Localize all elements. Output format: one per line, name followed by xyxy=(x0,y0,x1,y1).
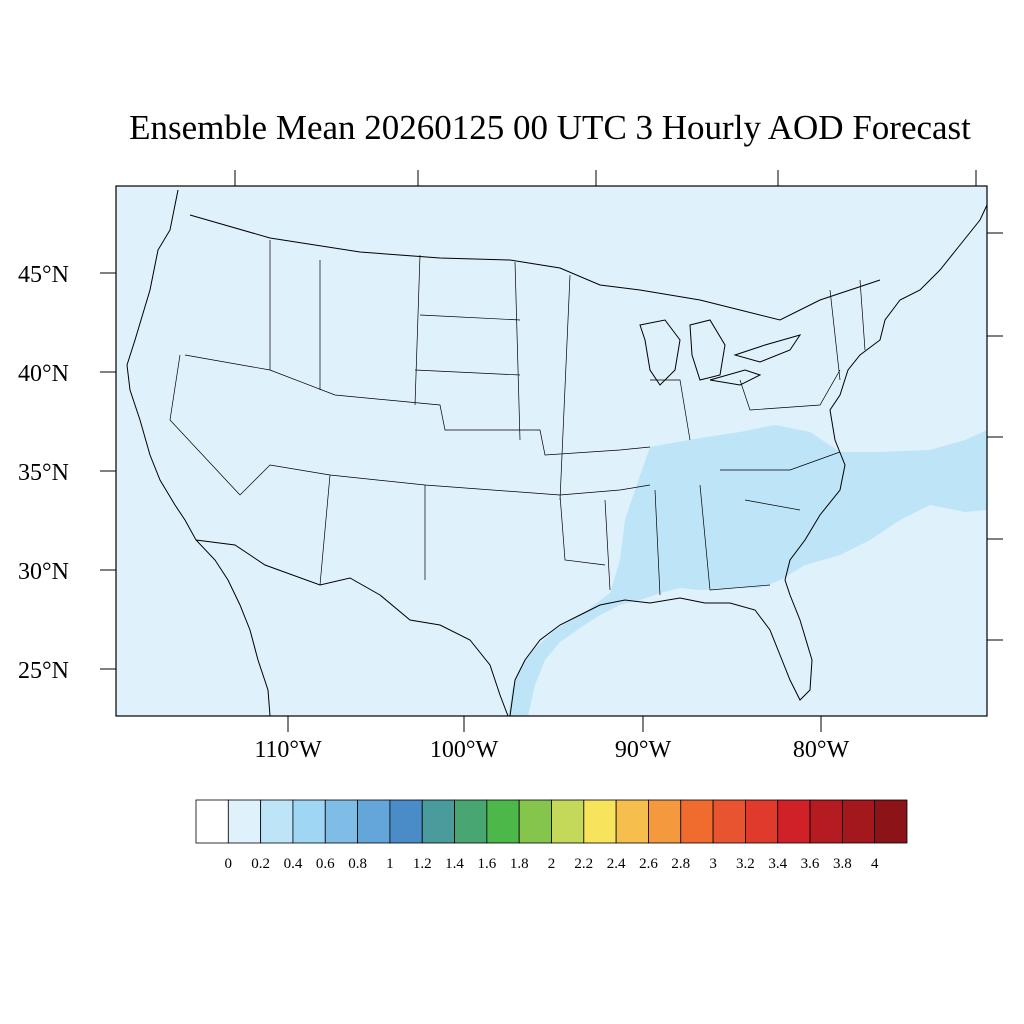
political-boundaries xyxy=(126,189,988,717)
coastline-west xyxy=(126,189,271,717)
colorbar-label-0: 0 xyxy=(224,856,233,872)
colorbar-swatch-8 xyxy=(454,799,488,844)
colorbar-label-5: 1 xyxy=(386,856,394,872)
lat-label-35: 35°N xyxy=(18,460,69,486)
aod-shading-southeast xyxy=(508,425,987,716)
lon-label-80w: 80°W xyxy=(792,737,850,763)
colorbar-swatch-19 xyxy=(809,799,843,844)
border-mexico xyxy=(195,539,509,717)
colorbar-swatch-15 xyxy=(680,799,714,844)
colorbar-label-2: 0.4 xyxy=(283,856,303,872)
colorbar-label-1: 0.2 xyxy=(251,856,270,872)
colorbar-swatch-21 xyxy=(874,799,908,844)
colorbar-swatch-14 xyxy=(648,799,682,844)
colorbar-label-17: 3.4 xyxy=(768,856,788,872)
colorbar-swatch-12 xyxy=(583,799,617,844)
colorbar-swatch-2 xyxy=(260,799,294,844)
colorbar-label-8: 1.6 xyxy=(477,856,497,872)
colorbar xyxy=(195,799,908,844)
colorbar-swatch-0 xyxy=(195,799,229,844)
map-background xyxy=(116,186,987,716)
colorbar-label-16: 3.2 xyxy=(736,856,755,872)
colorbar-label-7: 1.4 xyxy=(445,856,464,872)
colorbar-label-4: 0.8 xyxy=(348,856,367,872)
great-lakes xyxy=(639,319,802,386)
coastline-east xyxy=(784,204,988,581)
colorbar-swatch-6 xyxy=(389,799,423,844)
colorbar-swatch-17 xyxy=(745,799,779,844)
lat-label-30: 30°N xyxy=(18,559,69,585)
state-lines xyxy=(169,240,866,596)
colorbar-label-15: 3 xyxy=(709,856,717,872)
coastline-gulf xyxy=(509,579,813,717)
lon-label-90w: 90°W xyxy=(614,737,672,763)
lat-label-40: 40°N xyxy=(18,361,69,387)
colorbar-label-19: 3.8 xyxy=(833,856,852,872)
colorbar-swatch-3 xyxy=(292,799,326,844)
lat-label-45: 45°N xyxy=(18,262,69,288)
colorbar-swatch-7 xyxy=(421,799,455,844)
colorbar-swatch-20 xyxy=(841,799,876,844)
colorbar-swatch-9 xyxy=(486,799,520,844)
colorbar-label-3: 0.6 xyxy=(315,856,335,872)
colorbar-label-11: 2.2 xyxy=(574,856,594,872)
lat-label-25: 25°N xyxy=(18,658,69,684)
colorbar-label-9: 1.8 xyxy=(509,856,529,872)
colorbar-swatch-13 xyxy=(615,799,649,844)
colorbar-swatch-18 xyxy=(777,799,811,844)
colorbar-swatch-1 xyxy=(227,799,262,844)
colorbar-swatch-16 xyxy=(712,799,746,844)
colorbar-label-12: 2.4 xyxy=(606,856,626,872)
colorbar-swatch-11 xyxy=(551,799,585,844)
border-canada xyxy=(189,214,881,321)
colorbar-swatch-4 xyxy=(324,799,358,844)
colorbar-label-20: 4 xyxy=(870,856,879,872)
lon-label-100w: 100°W xyxy=(429,737,499,763)
map-ticks xyxy=(100,170,1003,732)
colorbar-swatch-5 xyxy=(357,799,391,844)
colorbar-swatch-10 xyxy=(518,799,552,844)
map-frame xyxy=(115,185,988,717)
colorbar-label-6: 1.2 xyxy=(412,856,432,872)
colorbar-label-14: 2.8 xyxy=(671,856,691,872)
colorbar-label-18: 3.6 xyxy=(800,856,820,872)
map-title: Ensemble Mean 20260125 00 UTC 3 Hourly A… xyxy=(129,108,971,147)
colorbar-label-13: 2.6 xyxy=(639,856,658,872)
colorbar-label-10: 2 xyxy=(547,856,556,872)
lon-label-110w: 110°W xyxy=(254,737,322,763)
